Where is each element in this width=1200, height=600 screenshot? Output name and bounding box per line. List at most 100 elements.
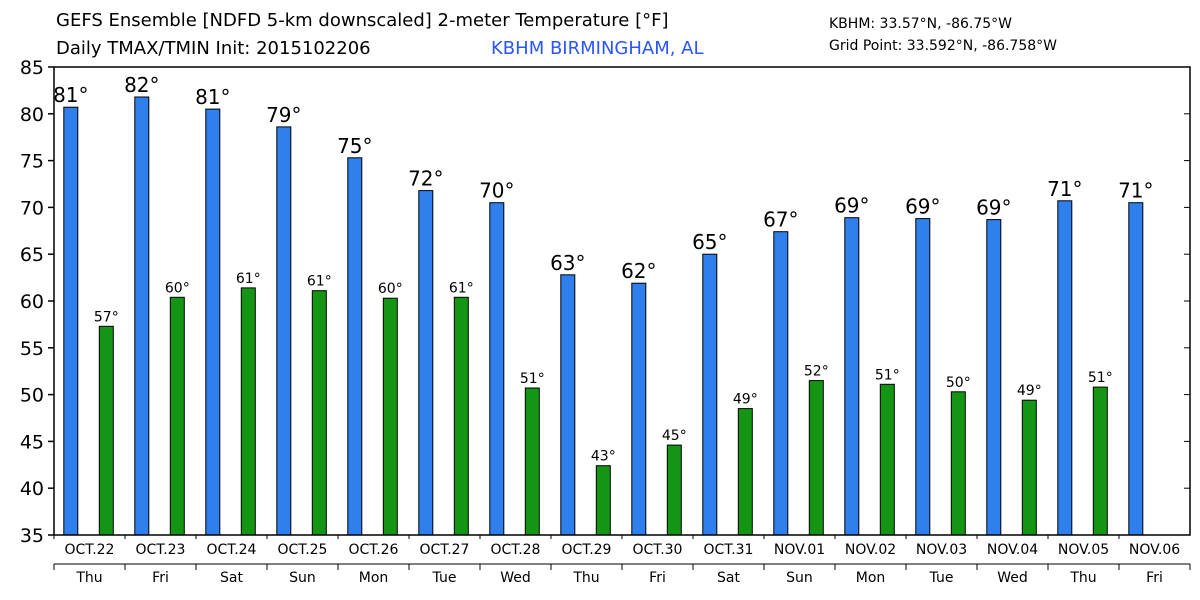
tmax-bar bbox=[347, 157, 363, 536]
tmin-data-label: 45° bbox=[662, 428, 687, 444]
x-date-label: OCT.30 bbox=[633, 542, 683, 558]
x-date-label: NOV.01 bbox=[774, 542, 825, 558]
chart-subtitle: Daily TMAX/TMIN Init: 2015102206 bbox=[56, 38, 371, 59]
tmax-data-label: 71° bbox=[1118, 179, 1153, 203]
tmax-bar bbox=[702, 253, 718, 536]
tmax-bar bbox=[1128, 202, 1144, 536]
y-tick-label: 70 bbox=[20, 197, 44, 219]
tmax-bar bbox=[773, 231, 789, 536]
tmin-bar bbox=[666, 444, 682, 536]
x-date-label: OCT.26 bbox=[349, 542, 399, 558]
tmin-data-label: 60° bbox=[378, 281, 403, 297]
tmin-bar bbox=[240, 287, 256, 536]
tmin-data-label: 49° bbox=[1017, 383, 1042, 399]
tmax-data-label: 69° bbox=[834, 194, 869, 218]
tmin-bar bbox=[1092, 386, 1108, 536]
x-day-label: Thu bbox=[572, 570, 599, 586]
tmax-data-label: 81° bbox=[195, 85, 230, 109]
tmax-bar bbox=[205, 108, 221, 536]
y-tick-label: 40 bbox=[20, 478, 44, 500]
tmin-bar bbox=[453, 296, 469, 536]
x-day-label: Fri bbox=[152, 570, 169, 586]
tmin-bar bbox=[524, 387, 540, 536]
tmin-bar bbox=[879, 383, 895, 536]
tmax-bar bbox=[418, 190, 434, 536]
x-date-label: OCT.24 bbox=[207, 542, 257, 558]
tmin-bar bbox=[595, 465, 611, 536]
x-date-label: NOV.03 bbox=[916, 542, 967, 558]
x-day-label: Tue bbox=[432, 570, 457, 586]
chart-title: GEFS Ensemble [NDFD 5-km downscaled] 2-m… bbox=[56, 10, 669, 31]
tmin-bar bbox=[737, 408, 753, 536]
tmax-bar bbox=[489, 202, 505, 536]
y-tick-label: 75 bbox=[20, 151, 44, 173]
tmin-data-label: 61° bbox=[236, 271, 261, 287]
y-tick-label: 85 bbox=[20, 57, 44, 79]
tmin-data-label: 51° bbox=[875, 367, 900, 383]
tmin-bar bbox=[311, 290, 327, 536]
tmax-data-label: 62° bbox=[621, 259, 656, 283]
y-tick-label: 80 bbox=[20, 104, 44, 126]
tmin-data-label: 60° bbox=[165, 280, 190, 296]
x-day-label: Sat bbox=[717, 570, 740, 586]
x-date-label: OCT.25 bbox=[278, 542, 328, 558]
station-name: KBHM BIRMINGHAM, AL bbox=[491, 38, 704, 59]
tmin-data-label: 61° bbox=[449, 280, 474, 296]
y-tick-label: 45 bbox=[20, 431, 44, 453]
x-date-label: NOV.05 bbox=[1058, 542, 1109, 558]
x-day-label: Sat bbox=[220, 570, 243, 586]
tmax-bar bbox=[986, 219, 1002, 536]
tmin-data-label: 50° bbox=[946, 375, 971, 391]
y-tick-label: 60 bbox=[20, 291, 44, 313]
x-date-label: OCT.22 bbox=[65, 542, 115, 558]
x-day-label: Wed bbox=[500, 570, 531, 586]
tmax-bar bbox=[915, 218, 931, 536]
y-tick-label: 35 bbox=[20, 525, 44, 547]
tmax-bar bbox=[134, 96, 150, 536]
x-date-label: NOV.02 bbox=[845, 542, 896, 558]
plot-frame bbox=[53, 66, 1191, 536]
tmin-data-label: 51° bbox=[520, 371, 545, 387]
tmin-data-label: 51° bbox=[1088, 370, 1113, 386]
tmin-bar bbox=[950, 391, 966, 536]
y-tick-label: 65 bbox=[20, 244, 44, 266]
x-date-label: OCT.27 bbox=[420, 542, 470, 558]
x-day-label: Tue bbox=[929, 570, 954, 586]
tmax-bar bbox=[276, 126, 292, 536]
x-date-label: NOV.06 bbox=[1129, 542, 1180, 558]
tmax-data-label: 69° bbox=[976, 196, 1011, 220]
tmin-bar bbox=[1021, 399, 1037, 536]
x-day-label: Wed bbox=[997, 570, 1028, 586]
tmin-data-label: 57° bbox=[94, 309, 119, 325]
tmax-bar bbox=[1057, 200, 1073, 536]
tmax-data-label: 75° bbox=[337, 134, 372, 158]
x-day-label: Mon bbox=[856, 570, 886, 586]
grid-point-coordinates: Grid Point: 33.592°N, -86.758°W bbox=[829, 38, 1057, 54]
x-date-label: NOV.04 bbox=[987, 542, 1038, 558]
y-tick-label: 50 bbox=[20, 385, 44, 407]
tmin-bar bbox=[808, 380, 824, 536]
tmax-data-label: 82° bbox=[124, 73, 159, 97]
tmin-data-label: 49° bbox=[733, 392, 758, 408]
x-date-label: OCT.23 bbox=[136, 542, 186, 558]
tmin-data-label: 61° bbox=[307, 274, 332, 290]
x-day-label: Sun bbox=[289, 570, 316, 586]
tmax-data-label: 71° bbox=[1047, 177, 1082, 201]
tmax-data-label: 63° bbox=[550, 251, 585, 275]
x-day-label: Thu bbox=[1069, 570, 1096, 586]
tmin-data-label: 52° bbox=[804, 364, 829, 380]
tmax-bar bbox=[63, 106, 79, 536]
tmax-data-label: 72° bbox=[408, 167, 443, 191]
x-day-label: Fri bbox=[649, 570, 666, 586]
tmax-data-label: 81° bbox=[53, 83, 88, 107]
y-tick-label: 55 bbox=[20, 338, 44, 360]
tmax-data-label: 69° bbox=[905, 195, 940, 219]
x-date-label: OCT.29 bbox=[562, 542, 612, 558]
tmin-bar bbox=[382, 297, 398, 536]
tmax-bar bbox=[631, 282, 647, 536]
tmax-bar bbox=[560, 274, 576, 536]
tmax-data-label: 79° bbox=[266, 103, 301, 127]
x-day-label: Mon bbox=[359, 570, 389, 586]
tmax-data-label: 70° bbox=[479, 179, 514, 203]
